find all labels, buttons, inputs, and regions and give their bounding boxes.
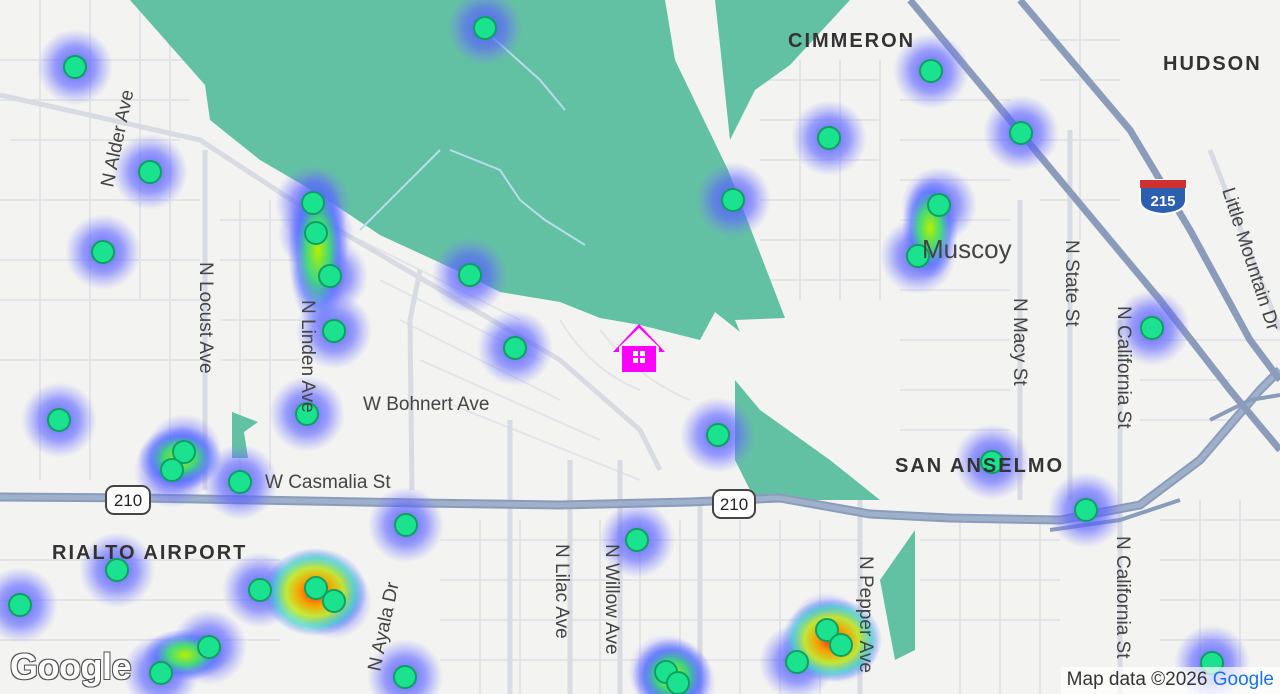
street-label-bohnert: W Bohnert Ave [363,394,489,415]
location-marker[interactable] [149,661,173,685]
location-marker[interactable] [1140,316,1164,340]
street-label-california-north: N California St [1113,306,1134,429]
location-marker[interactable] [248,578,272,602]
park-main [130,0,785,340]
location-marker[interactable] [906,244,930,268]
location-marker[interactable] [172,440,196,464]
svg-text:210: 210 [720,495,748,514]
svg-text:210: 210 [114,491,142,510]
park-south [880,530,915,660]
street-label-casmalia: W Casmalia St [265,472,391,493]
home-icon[interactable] [613,324,665,372]
location-marker[interactable] [318,264,342,288]
location-marker[interactable] [785,650,809,674]
location-marker[interactable] [666,671,690,694]
location-marker[interactable] [63,55,87,79]
attribution-text: Map data ©2026 [1066,669,1208,690]
shield-ca210-west: 210 [105,485,151,515]
location-marker[interactable] [721,188,745,212]
location-marker[interactable] [160,458,184,482]
marker-layer [8,16,1224,694]
location-marker[interactable] [458,263,482,287]
location-marker[interactable] [919,59,943,83]
street-label-macy: N Macy St [1009,298,1030,386]
street-label-lilac: N Lilac Ave [551,544,572,639]
svg-text:215: 215 [1150,193,1175,210]
park-cimmeron [715,0,850,140]
location-marker[interactable] [706,423,730,447]
location-marker[interactable] [304,221,328,245]
place-label-muscoy: Muscoy [922,234,1012,264]
location-marker[interactable] [829,633,853,657]
location-marker[interactable] [322,589,346,613]
street-label-california-south: N California St [1112,536,1133,659]
area-label-rialto-airport: RIALTO AIRPORT [52,542,247,564]
google-logo: Google [10,646,132,687]
street-label-linden: N Linden Ave [297,300,318,413]
location-marker[interactable] [8,593,32,617]
location-marker[interactable] [394,513,418,537]
street-label-locust: N Locust Ave [195,262,216,374]
location-marker[interactable] [301,191,325,215]
location-marker[interactable] [980,450,1004,474]
location-marker[interactable] [47,408,71,432]
location-marker[interactable] [473,16,497,40]
location-marker[interactable] [815,618,839,642]
area-labels: CIMMERON HUDSON SAN ANSELMO RIALTO AIRPO… [52,30,1262,564]
street-label-willow: N Willow Ave [601,544,622,655]
location-marker[interactable] [503,336,527,360]
area-label-san-anselmo: SAN ANSELMO [895,455,1064,477]
location-marker[interactable] [295,402,319,426]
map-attribution[interactable]: Map data ©2026 Google [1060,667,1280,694]
location-marker[interactable] [105,558,129,582]
street-label-pepper: N Pepper Ave [855,556,876,673]
location-marker[interactable] [1009,121,1033,145]
location-marker[interactable] [322,319,346,343]
park-areas [130,0,915,660]
location-marker[interactable] [625,528,649,552]
location-marker[interactable] [91,240,115,264]
location-marker[interactable] [228,470,252,494]
shield-i215: 215 [1139,179,1187,216]
location-marker[interactable] [817,126,841,150]
shield-ca210-east: 210 [712,489,756,519]
location-marker[interactable] [927,193,951,217]
area-label-hudson: HUDSON [1163,53,1262,75]
location-marker[interactable] [197,635,221,659]
attribution-brand[interactable]: Google [1212,669,1274,690]
park-riverbed [735,380,880,500]
hotspot-linden [288,170,348,330]
street-label-state: N State St [1061,240,1082,327]
location-marker[interactable] [304,576,328,600]
location-marker[interactable] [393,665,417,689]
location-marker[interactable] [138,160,162,184]
location-marker[interactable] [1074,498,1098,522]
area-label-cimmeron: CIMMERON [788,30,915,52]
